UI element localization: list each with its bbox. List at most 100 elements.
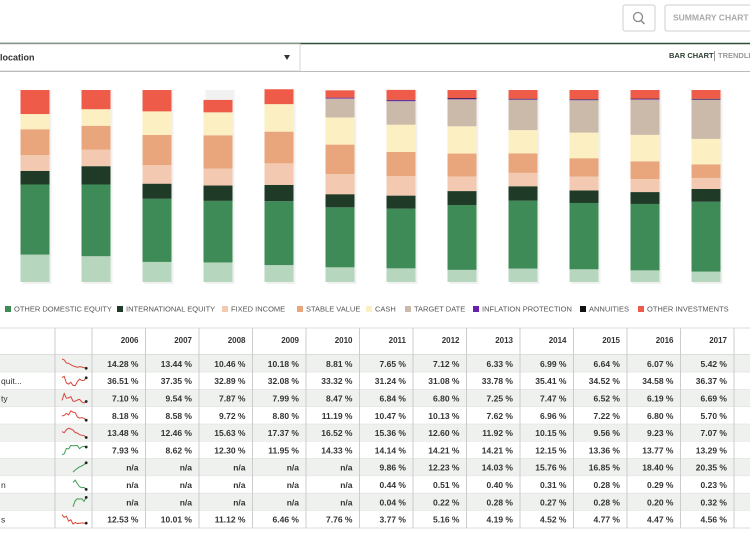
table-cell: 5.16 %	[433, 515, 460, 525]
table-cell: 8.58 %	[166, 411, 193, 421]
bar-chart-tab[interactable]: BAR CHART	[669, 51, 714, 60]
table-cell: 10.46 %	[214, 359, 246, 369]
table-cell: n/a	[180, 497, 193, 507]
view-dropdown[interactable]	[0, 43, 301, 72]
bar-segment	[630, 203, 660, 271]
bar-segment	[386, 89, 416, 100]
table-cell: 7.07 %	[701, 428, 728, 438]
bar-segment	[81, 90, 111, 110]
table-cell: 13.29 %	[696, 445, 728, 455]
summary-chart-button[interactable]	[664, 4, 750, 32]
bar-segment	[630, 134, 660, 162]
sparkline-end	[84, 496, 88, 499]
table-cell: 7.10 %	[112, 394, 139, 404]
sparkline	[72, 479, 87, 490]
table-cell: 7.87 %	[219, 394, 246, 404]
table-cell: 33.32 %	[321, 376, 353, 386]
table-cell: 15.36 %	[375, 428, 407, 438]
bar-segment	[447, 153, 477, 177]
bar-segment	[386, 101, 416, 125]
table-cell: 12.46 %	[161, 428, 193, 438]
bar-segment	[142, 134, 172, 165]
bar-segment	[386, 176, 416, 196]
sparkline-end	[84, 418, 88, 422]
bar-segment	[630, 99, 660, 135]
bar-segment	[20, 89, 50, 115]
bar-segment	[264, 104, 294, 132]
sparkline	[61, 392, 87, 404]
legend-swatch	[297, 306, 303, 312]
table-cell: 9.56 %	[594, 428, 621, 438]
bar-segment	[325, 174, 355, 195]
table-row	[0, 389, 750, 407]
table-cell: 8.81 %	[326, 359, 353, 369]
table-row	[0, 476, 750, 494]
table-cell: n/a	[126, 497, 139, 507]
bar-segment	[203, 262, 233, 282]
bar-segment	[142, 111, 172, 135]
bar-segment	[447, 204, 477, 270]
table-row	[0, 355, 750, 373]
table-cell: 31.24 %	[375, 376, 407, 386]
table-cell: 33.78 %	[482, 376, 514, 386]
table-cell: n/a	[340, 463, 353, 473]
table-cell: 7.22 %	[594, 411, 621, 421]
sparkline-end	[84, 521, 88, 525]
bar-segment	[630, 98, 660, 100]
bar-segment	[447, 176, 477, 192]
column-header: 2012	[442, 336, 460, 345]
table-cell: 10.15 %	[535, 428, 567, 438]
table-cell: 6.07 %	[647, 359, 674, 369]
legend-label: CASH	[375, 304, 396, 313]
bar-segment	[264, 184, 294, 202]
table-cell: 0.28 %	[487, 497, 514, 507]
table-cell: 11.92 %	[482, 428, 513, 438]
table-cell: 9.54 %	[166, 394, 193, 404]
table-cell: 0.31 %	[540, 480, 567, 490]
bar-segment	[325, 267, 355, 282]
bar-segment	[508, 186, 538, 201]
table-cell: 0.51 %	[433, 480, 460, 490]
view-dropdown-label: location	[0, 52, 35, 62]
bar-segment	[142, 198, 172, 262]
trendline-tab[interactable]: TRENDLI	[718, 51, 750, 60]
table-cell: 36.51 %	[107, 376, 139, 386]
table-cell: 20.35 %	[696, 463, 728, 473]
bar-segment	[264, 201, 294, 266]
table-cell: 14.21 %	[482, 445, 514, 455]
table-cell: 5.70 %	[701, 411, 728, 421]
bar-segment	[142, 183, 172, 199]
table-cell: 8.80 %	[273, 411, 300, 421]
table-cell: n/a	[233, 463, 246, 473]
bar-area	[20, 89, 723, 284]
bar-segment	[264, 163, 294, 185]
table-cell: 17.37 %	[268, 428, 300, 438]
table-cell: n/a	[287, 480, 300, 490]
sparkline	[61, 410, 87, 421]
table-cell: 16.85 %	[589, 463, 621, 473]
sparkline-end	[84, 376, 88, 380]
bar-segment	[508, 130, 538, 154]
column-header: 2016	[656, 336, 674, 345]
row-label: quit...	[1, 376, 22, 386]
table-cell: 35.41 %	[535, 376, 567, 386]
bar-segment	[691, 98, 721, 100]
table-cell: 6.64 %	[594, 359, 621, 369]
table-cell: 4.77 %	[594, 515, 621, 525]
column-header: 2011	[389, 336, 407, 345]
bar-segment	[569, 100, 599, 133]
table-cell: n/a	[287, 497, 300, 507]
table-cell: n/a	[180, 463, 193, 473]
bar-segment	[447, 126, 477, 154]
search-icon	[632, 11, 644, 23]
table-cell: 3.77 %	[380, 515, 407, 525]
table-cell: 34.58 %	[642, 376, 674, 386]
table-cell: 6.96 %	[540, 411, 567, 421]
bar-segment	[264, 89, 294, 105]
table-cell: 0.04 %	[380, 497, 407, 507]
legend-label: TARGET DATE	[414, 304, 465, 313]
legend-swatch	[405, 306, 411, 312]
table-cell: 0.27 %	[540, 497, 567, 507]
search-button[interactable]	[622, 4, 656, 32]
